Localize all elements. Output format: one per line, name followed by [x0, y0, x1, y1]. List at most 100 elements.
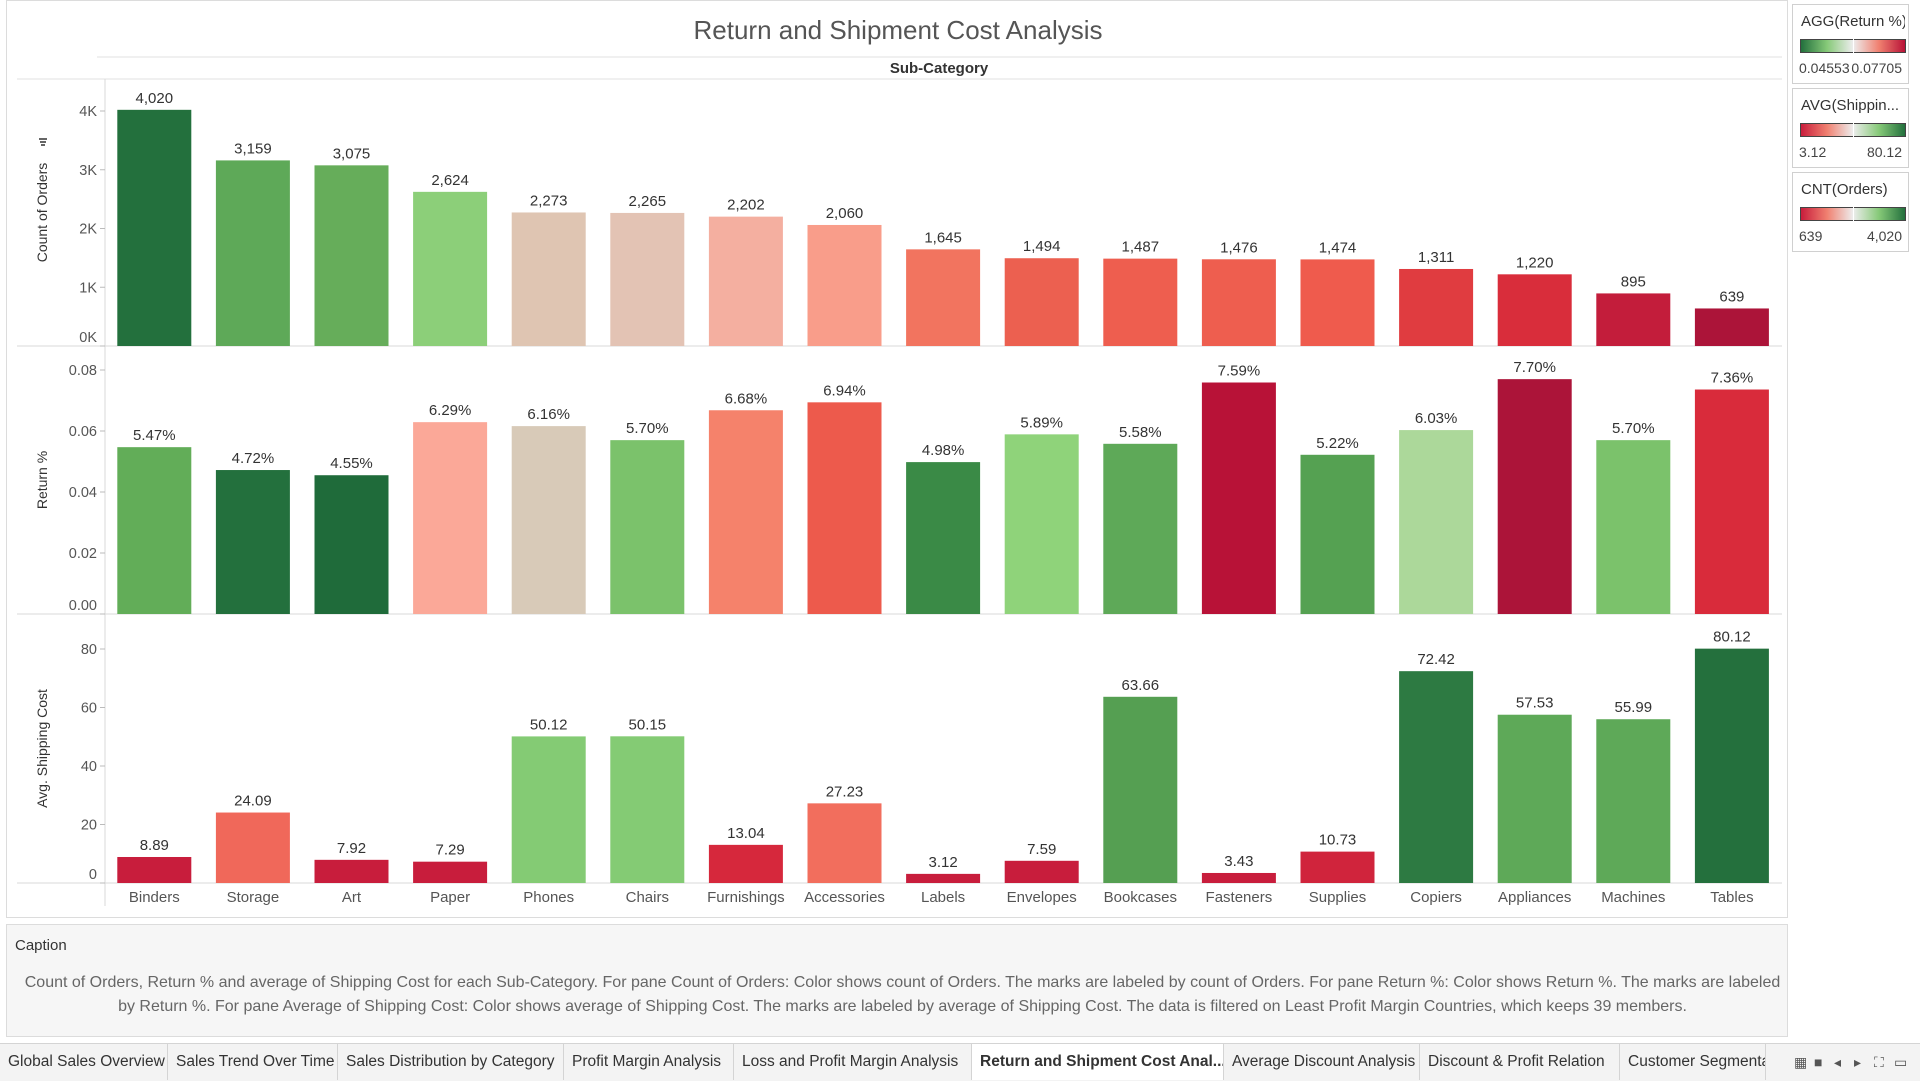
bar: [1399, 430, 1474, 614]
legend-min: 639: [1799, 228, 1823, 244]
y-tick-label: 2K: [79, 222, 97, 238]
bar: [511, 736, 586, 883]
data-label: 1,494: [1023, 238, 1061, 255]
sheet-tab[interactable]: Loss and Profit Margin Analysis: [734, 1044, 972, 1080]
data-label: 5.70%: [1612, 420, 1655, 437]
data-label: 4.55%: [330, 455, 373, 472]
column-header: Sub-Category: [890, 60, 989, 77]
show-filmstrip-icon[interactable]: ▦: [1794, 1054, 1808, 1070]
data-label: 7.36%: [1711, 370, 1754, 387]
data-label: 1,476: [1220, 239, 1258, 256]
sheet-tab[interactable]: Sales Distribution by Category: [338, 1044, 564, 1080]
sheet-tab[interactable]: Average Discount Analysis: [1224, 1044, 1420, 1080]
bar: [215, 160, 290, 346]
legend-max: 4,020: [1866, 228, 1902, 244]
data-label: 1,474: [1319, 239, 1357, 256]
bar: [610, 736, 685, 883]
bar: [708, 216, 783, 346]
show-tabs-icon[interactable]: ■: [1814, 1054, 1823, 1070]
caption-panel: Caption Count of Orders, Return % and av…: [6, 924, 1788, 1037]
y-axis-label: Avg. Shipping Cost: [34, 689, 50, 808]
legend-midpoint-tick: [1853, 37, 1854, 55]
data-label: 2,060: [826, 205, 864, 222]
bar: [511, 212, 586, 346]
data-label: 6.29%: [429, 402, 472, 419]
chart-panel: Return and Shipment Cost Analysis Sub-Cat…: [6, 0, 1788, 918]
data-label: 6.94%: [823, 382, 866, 399]
bar: [1201, 872, 1276, 883]
sheet-tab[interactable]: Global Sales Overview: [0, 1044, 168, 1080]
legend-midpoint-tick: [1853, 205, 1854, 223]
x-category-label: Paper: [430, 889, 470, 906]
bar: [807, 402, 882, 614]
bar: [610, 212, 685, 346]
bar: [610, 440, 685, 614]
y-tick-label: 4K: [79, 104, 97, 120]
x-category-label: Chairs: [626, 889, 669, 906]
sheet-tab[interactable]: Discount & Profit Relation: [1420, 1044, 1620, 1080]
bar: [117, 447, 192, 614]
legend-title: AGG(Return %): [1801, 13, 1905, 30]
legend-cnt-orders[interactable]: CNT(Orders) 639 4,020: [1792, 172, 1909, 252]
data-label: 1,645: [924, 229, 962, 246]
y-axis-label: Count of Orders: [34, 163, 50, 263]
previous-tab-icon[interactable]: ◂: [1834, 1054, 1842, 1070]
bar: [906, 462, 981, 614]
sheet-tab[interactable]: Return and Shipment Cost Anal...: [972, 1044, 1224, 1080]
data-label: 50.15: [629, 716, 667, 733]
data-label: 7.29: [435, 842, 464, 859]
bar: [1497, 274, 1572, 346]
data-label: 2,273: [530, 192, 568, 209]
legend-max: 0.07705: [1851, 60, 1902, 76]
data-label: 3,159: [234, 140, 272, 157]
data-label: 8.89: [140, 837, 169, 854]
bar: [215, 812, 290, 883]
legend-return-pct[interactable]: AGG(Return %) 0.04553 0.07705: [1792, 4, 1909, 84]
fit-screen-icon[interactable]: ⛶: [1874, 1054, 1884, 1070]
bar: [1694, 389, 1769, 614]
bar: [1103, 696, 1178, 883]
y-tick-label: 60: [81, 701, 97, 717]
present-icon[interactable]: ▭: [1894, 1054, 1908, 1070]
bar: [1399, 268, 1474, 346]
x-category-label: Bookcases: [1104, 889, 1177, 906]
data-label: 639: [1719, 288, 1744, 305]
bar: [1103, 258, 1178, 346]
legend-avg-shipping[interactable]: AVG(Shippin... 3.12 80.12: [1792, 88, 1909, 168]
bar: [314, 475, 389, 614]
x-category-label: Storage: [227, 889, 280, 906]
y-tick-label: 0K: [79, 330, 97, 346]
data-label: 1,311: [1418, 249, 1454, 266]
y-tick-label: 0: [89, 867, 97, 883]
data-label: 63.66: [1122, 677, 1160, 694]
data-label: 6.03%: [1415, 410, 1458, 427]
bar: [1399, 671, 1474, 883]
x-category-label: Labels: [921, 889, 965, 906]
data-label: 3,075: [333, 145, 371, 162]
legend-title: AVG(Shippin...: [1801, 97, 1900, 114]
bar: [1497, 379, 1572, 614]
data-label: 5.58%: [1119, 424, 1162, 441]
data-label: 55.99: [1615, 699, 1653, 716]
next-tab-icon[interactable]: ▸: [1854, 1054, 1862, 1070]
x-category-label: Copiers: [1410, 889, 1462, 906]
bar: [1596, 719, 1671, 883]
data-label: 2,202: [727, 197, 765, 214]
bar: [413, 191, 488, 346]
data-label: 1,487: [1122, 239, 1160, 256]
bar: [1497, 714, 1572, 883]
bar: [807, 803, 882, 883]
sheet-tab[interactable]: Sales Trend Over Time: [168, 1044, 338, 1080]
sheet-tab[interactable]: Profit Margin Analysis: [564, 1044, 734, 1080]
bar: [314, 859, 389, 883]
y-tick-label: 20: [81, 818, 97, 834]
legend-min: 0.04553: [1799, 60, 1850, 76]
bar: [1103, 443, 1178, 614]
data-label: 4.98%: [922, 442, 965, 459]
x-category-label: Furnishings: [707, 889, 785, 906]
bar: [1300, 259, 1375, 346]
bar: [906, 873, 981, 883]
sheet-tab[interactable]: Customer Segmenta: [1620, 1044, 1766, 1080]
bar: [117, 856, 192, 883]
